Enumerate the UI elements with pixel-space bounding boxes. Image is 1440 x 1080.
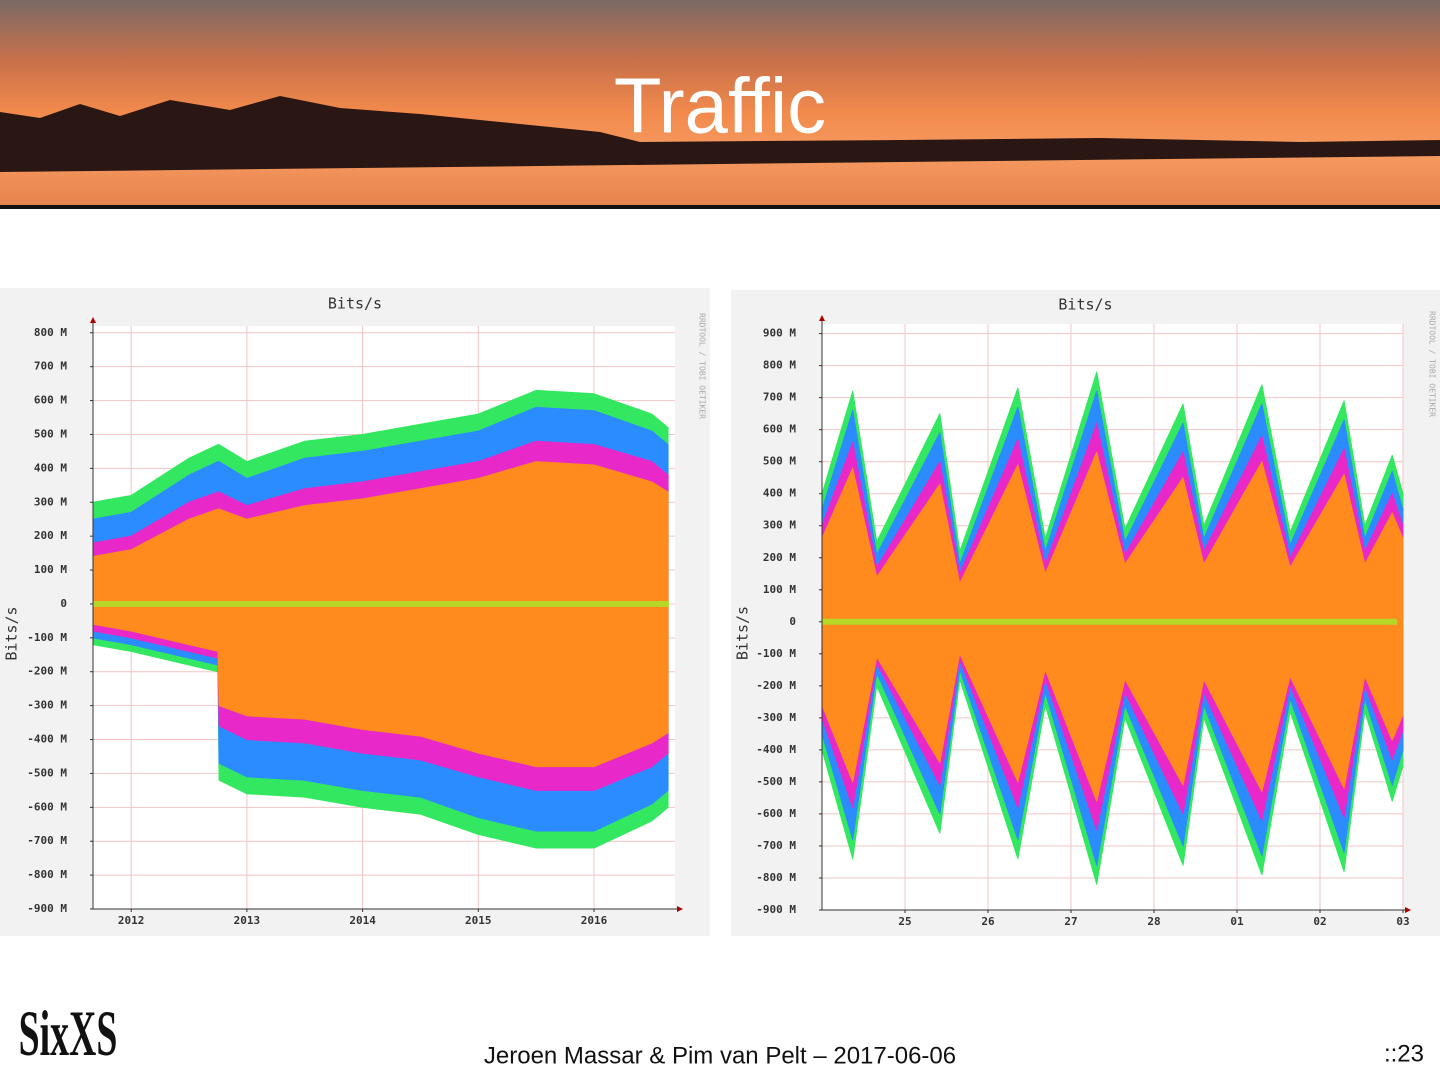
y-tick-label: 500 M <box>763 455 796 468</box>
x-tick-label: 02 <box>1313 915 1326 928</box>
x-tick-label: 01 <box>1230 915 1244 928</box>
y-tick-label: 800 M <box>34 326 67 339</box>
watermark: RRDTOOL / TOBI OETIKER <box>1428 311 1437 417</box>
y-tick-label: 300 M <box>763 519 796 532</box>
y-tick-label: -300 M <box>27 699 67 712</box>
y-tick-label: -500 M <box>27 766 67 779</box>
y-tick-label: -900 M <box>27 902 67 915</box>
y-tick-label: -400 M <box>756 743 796 756</box>
y-tick-label: 0 <box>789 615 796 628</box>
header-image <box>0 0 1440 205</box>
center-band <box>822 618 1397 625</box>
x-tick-label: 2015 <box>465 914 492 927</box>
y-tick-label: -700 M <box>756 839 796 852</box>
header-rule <box>0 205 1440 209</box>
slide-title: Traffic <box>614 62 826 150</box>
watermark: RRDTOOL / TOBI OETIKER <box>698 313 707 419</box>
chart-title: Bits/s <box>1058 296 1112 314</box>
area-band <box>92 461 669 768</box>
y-tick-label: -200 M <box>27 665 67 678</box>
island-silhouette <box>0 96 1440 172</box>
y-tick-label: 100 M <box>34 563 67 576</box>
y-tick-label: 100 M <box>763 583 796 596</box>
y-tick-label: 400 M <box>34 461 67 474</box>
y-tick-label: -400 M <box>27 733 67 746</box>
y-tick-label: 800 M <box>763 359 796 372</box>
y-axis-label: Bits/s <box>734 606 752 660</box>
x-tick-label: 2014 <box>349 914 376 927</box>
y-tick-label: 200 M <box>763 551 796 564</box>
x-tick-label: 26 <box>981 915 995 928</box>
y-tick-label: -600 M <box>756 807 796 820</box>
y-axis-label: Bits/s <box>3 606 21 660</box>
y-tick-label: -100 M <box>756 647 796 660</box>
x-axis-arrow <box>1405 907 1411 913</box>
y-tick-label: -800 M <box>756 871 796 884</box>
x-tick-label: 2012 <box>118 914 145 927</box>
y-tick-label: 0 <box>60 597 67 610</box>
y-tick-label: -900 M <box>756 903 796 916</box>
y-tick-label: -700 M <box>27 834 67 847</box>
y-tick-label: -600 M <box>27 800 67 813</box>
y-axis-arrow <box>90 317 96 323</box>
footer-text: Jeroen Massar & Pim van Pelt – 2017-06-0… <box>484 1042 956 1069</box>
y-tick-label: 200 M <box>34 529 67 542</box>
y-tick-label: 600 M <box>34 394 67 407</box>
x-tick-label: 27 <box>1064 915 1077 928</box>
area-band <box>821 451 1404 802</box>
y-tick-label: 500 M <box>34 427 67 440</box>
y-tick-label: 400 M <box>763 487 796 500</box>
y-tick-label: -200 M <box>756 679 796 692</box>
y-tick-label: 900 M <box>763 327 796 340</box>
x-tick-label: 28 <box>1147 915 1160 928</box>
y-tick-label: 300 M <box>34 495 67 508</box>
y-tick-label: -100 M <box>27 631 67 644</box>
logo: SixXS <box>19 999 118 1070</box>
y-tick-label: 700 M <box>34 360 67 373</box>
chart-title: Bits/s <box>328 295 382 313</box>
y-tick-label: -800 M <box>27 868 67 881</box>
y-tick-label: -300 M <box>756 711 796 724</box>
page-number: ::23 <box>1384 1040 1424 1067</box>
y-tick-label: 600 M <box>763 423 796 436</box>
y-axis-arrow <box>819 315 825 321</box>
x-tick-label: 25 <box>898 915 911 928</box>
x-tick-label: 03 <box>1396 915 1409 928</box>
center-band <box>93 600 669 607</box>
y-tick-label: 700 M <box>763 391 796 404</box>
x-tick-label: 2016 <box>581 914 608 927</box>
x-tick-label: 2013 <box>234 914 261 927</box>
y-tick-label: -500 M <box>756 775 796 788</box>
x-axis-arrow <box>677 906 683 912</box>
